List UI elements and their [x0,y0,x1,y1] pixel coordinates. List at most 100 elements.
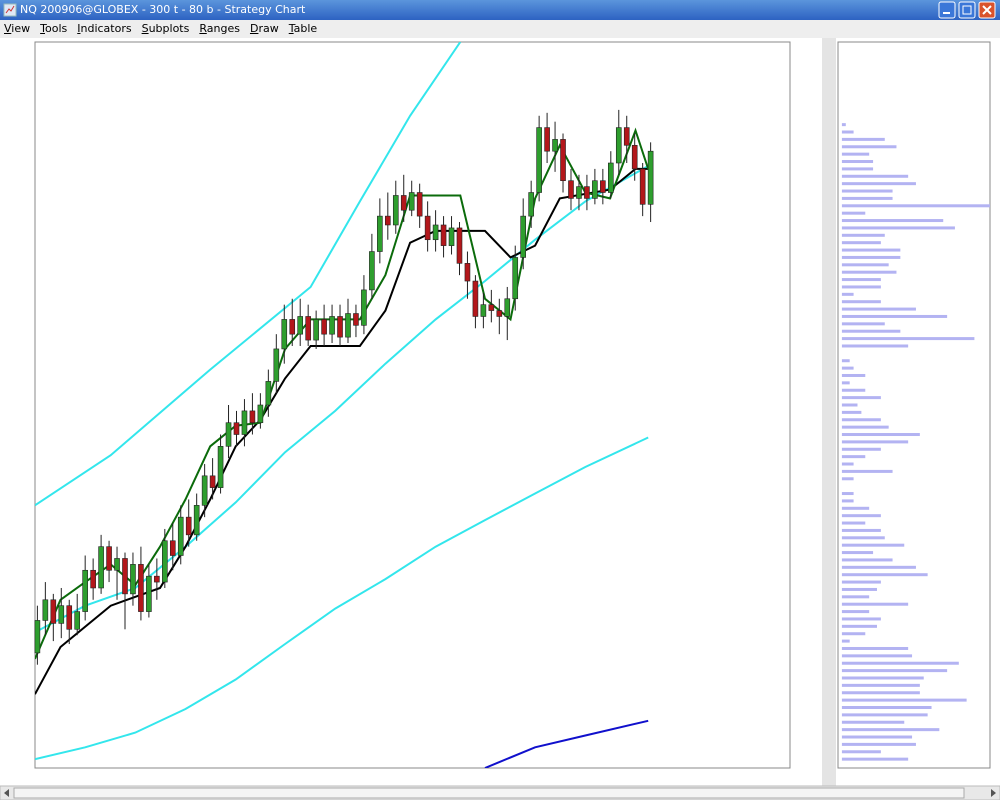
profile-bar [841,204,990,208]
profile-bar [841,337,975,341]
profile-bar [841,447,881,451]
profile-bar [841,440,909,444]
profile-bar [841,219,944,223]
candle-body [353,313,359,326]
chart-area [0,38,1000,800]
candle-body [440,224,447,246]
candle-body [608,162,614,193]
profile-bar [841,654,913,658]
profile-bar [841,492,854,496]
profile-bar [841,661,959,665]
candle-body [512,257,519,300]
candle-body [592,180,598,199]
candle-body [138,564,144,612]
minimize-button[interactable] [938,1,956,19]
candle-body [201,475,208,506]
candle-body [329,316,335,335]
profile-bar [841,285,881,289]
profile-bar [841,145,897,149]
profile-bar [841,211,866,215]
candle-body [385,215,391,226]
candle-body [448,227,455,246]
candle-body [217,446,224,488]
menu-bar: View Tools Indicators Subplots Ranges Draw Tab… [0,20,1000,38]
menu-item[interactable]: Table [288,22,318,35]
profile-bar [841,580,881,584]
candle-body [321,319,327,335]
scroll-thumb[interactable] [13,787,965,799]
candle-body [185,516,192,536]
profile-bar [841,433,920,437]
profile-bar [841,403,858,407]
profile-bar [841,381,850,385]
candle-body [289,319,296,335]
candle-body [639,168,646,205]
candle-body [337,316,343,338]
profile-bar [841,477,854,481]
profile-bar [841,292,854,296]
profile-bar [841,388,866,392]
candle-body [58,605,65,624]
profile-bar [841,750,881,754]
profile-bar [841,676,924,680]
profile-bar [841,373,866,377]
window-controls[interactable] [938,1,998,19]
candle-body [456,227,463,264]
profile-bar [841,241,881,245]
menu-item[interactable]: Draw [249,22,279,35]
candle-body [536,127,542,193]
menu-item[interactable]: Tools [40,22,68,35]
profile-bar [841,639,850,643]
profile-bar [841,300,881,304]
profile-border [837,41,991,769]
candle-body [345,313,351,338]
profile-bar [841,152,870,156]
profile-bar [841,706,932,709]
profile-bar [841,610,870,614]
candle-body [631,144,638,170]
profile-bar [841,160,874,164]
candle-body [241,410,248,435]
profile-bar [841,278,881,282]
candle-body [297,316,304,335]
candle-body [504,298,511,317]
profile-bar [841,543,905,547]
candle-body [584,186,590,199]
profile-bar [841,410,862,414]
profile-bar [841,182,916,186]
candle-body [568,180,574,199]
profile-bar [841,263,889,267]
profile-bar [841,270,897,274]
profile-bar [841,735,913,739]
profile-bar [841,528,881,532]
candle-body [480,304,487,317]
splitter[interactable] [822,38,836,786]
candle-body [464,263,471,282]
candle-body [50,599,57,624]
profile-bar [841,396,881,400]
profile-bar [841,602,909,606]
profile-bar [841,248,901,252]
title-bar: NQ 200906@GLOBEX - 300 t - 80 b - Strate… [0,0,1000,20]
menu-item[interactable]: Indicators [77,22,132,35]
candle-body [544,127,550,152]
candle-body [169,540,176,556]
maximize-button[interactable] [958,1,976,19]
candle-body [600,180,606,193]
profile-bar [841,713,928,717]
menu-item[interactable]: Ranges [199,22,240,35]
window-title: NQ 200906@GLOBEX - 300 t - 80 b - Strate… [20,3,306,16]
menu-item[interactable]: Subplots [141,22,190,35]
menu-item[interactable]: View [4,22,31,35]
candle-body [249,410,256,424]
indicator-line [484,719,649,768]
candle-body [34,620,41,654]
candle-body [305,316,311,341]
profile-bar [841,595,870,599]
profile-bar [841,329,901,333]
candle-body [361,289,367,326]
plot-border [34,41,791,769]
profile-bar [841,757,909,761]
candle-body [432,224,439,241]
